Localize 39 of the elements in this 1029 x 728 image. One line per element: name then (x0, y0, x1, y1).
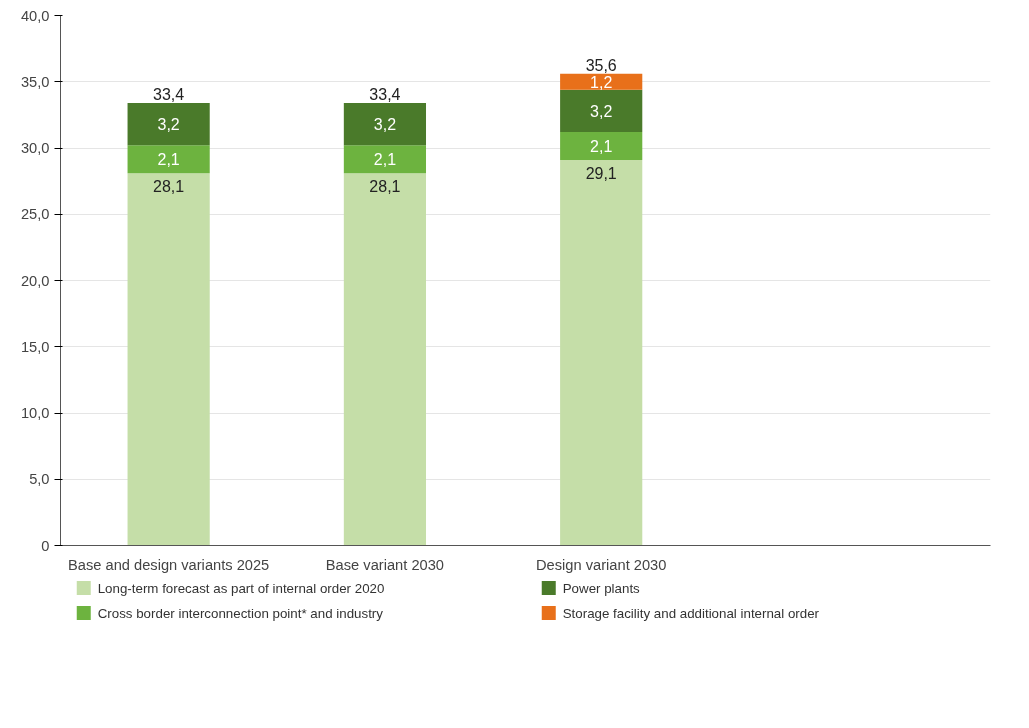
y-tick-label: 20,0 (20, 272, 50, 289)
data-label: 28,1 (153, 178, 185, 196)
y-tick-label: 10,0 (20, 405, 50, 421)
x-tick-label: Base and design variants 2025 (68, 556, 270, 573)
data-label: 2,1 (590, 138, 613, 156)
bar (560, 159, 643, 546)
total-label: 33,4 (369, 86, 401, 104)
data-label: 2,1 (373, 151, 397, 169)
x-tick-label: Base variant 2030 (325, 556, 444, 573)
data-label: 3,2 (590, 102, 613, 120)
bar (560, 73, 643, 90)
legend-label: Power plants (562, 580, 641, 596)
bar (560, 132, 643, 160)
data-label: 29,1 (585, 165, 617, 183)
bar (343, 102, 427, 146)
legend-label: Storage facility and additional internal order (562, 605, 820, 621)
legend-label: Long-term forecast as part of internal order 2020 (97, 580, 385, 596)
data-label: 3,2 (373, 116, 397, 134)
bar (127, 145, 210, 174)
data-label: 2,1 (157, 151, 180, 169)
legend-label: Cross border interconnection point* and industry (97, 605, 384, 621)
y-tick-label: 5,0 (29, 471, 50, 488)
y-tick-label: 0 (41, 537, 50, 554)
y-tick-label: 25,0 (20, 206, 50, 223)
bar (343, 145, 427, 174)
y-tick-label: 40,0 (20, 7, 50, 24)
bar (127, 173, 210, 546)
y-tick-label: 35,0 (20, 73, 50, 90)
bar (343, 173, 427, 546)
x-tick-label: Design variant 2030 (536, 556, 667, 573)
y-tick-label: 30,0 (20, 140, 50, 156)
y-tick-label: 15,0 (20, 338, 50, 355)
bar (127, 102, 210, 146)
data-label: 3,2 (157, 116, 180, 134)
data-label: 1,2 (590, 73, 613, 91)
data-label: 28,1 (369, 178, 401, 196)
total-label: 35,6 (585, 57, 617, 75)
total-label: 33,4 (153, 86, 185, 104)
bar (560, 89, 643, 133)
